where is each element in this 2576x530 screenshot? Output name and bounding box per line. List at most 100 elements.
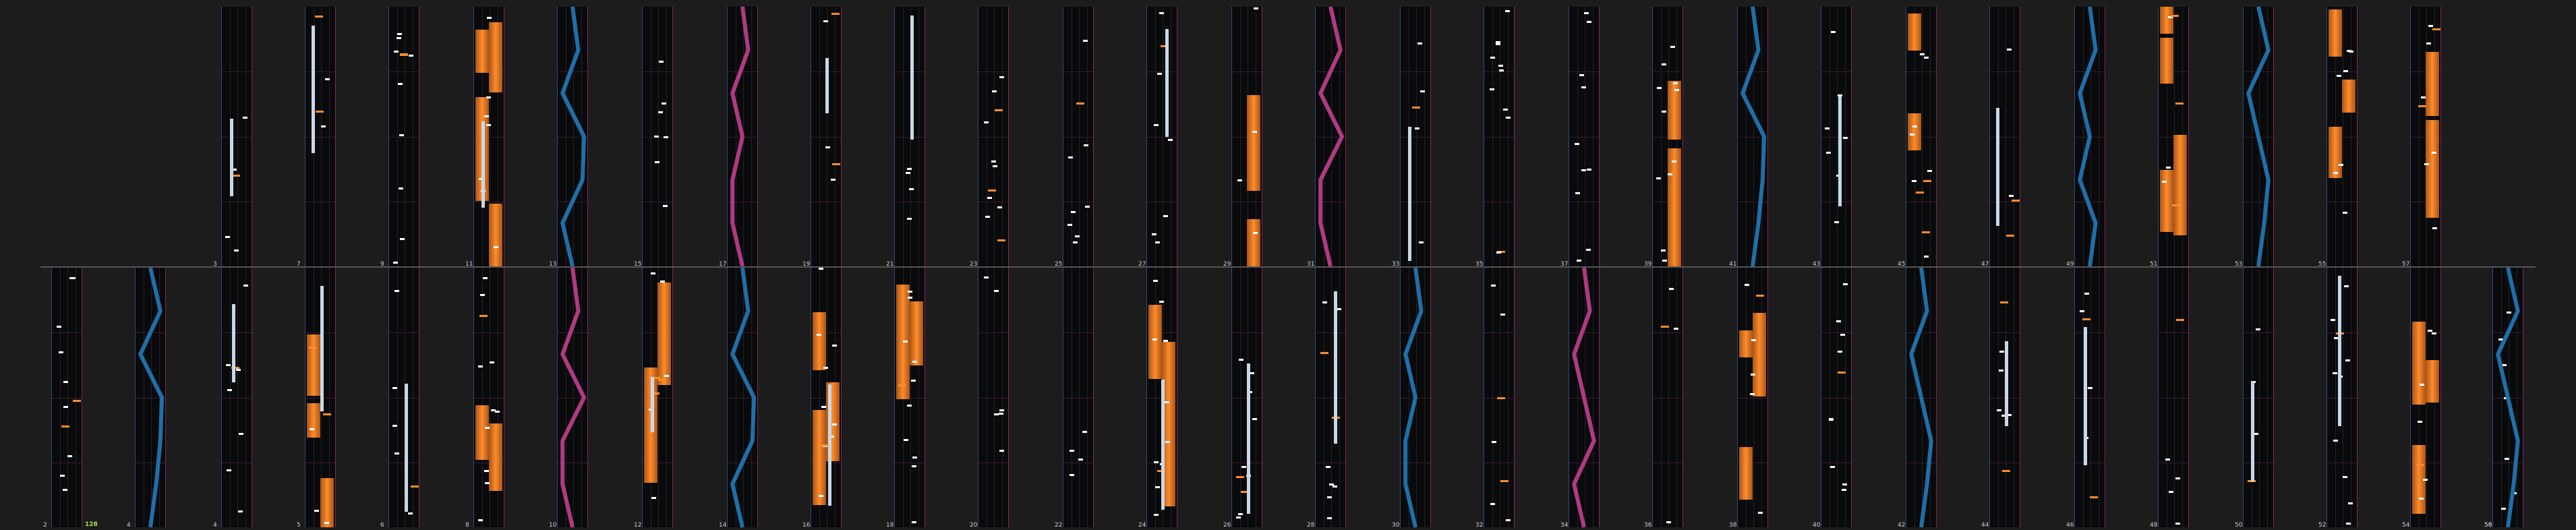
lane-column <box>894 7 925 266</box>
accent-tap-note <box>2082 318 2090 320</box>
tap-note <box>999 413 1003 415</box>
accent-tap-note <box>2418 105 2426 107</box>
measure-number: 24 <box>1138 522 1146 529</box>
measure-line <box>1401 136 1430 138</box>
tap-note <box>1745 284 1749 286</box>
tap-note <box>399 134 404 136</box>
long-note <box>230 119 233 196</box>
hold-note <box>910 301 923 365</box>
tap-note <box>479 178 484 180</box>
lane-column <box>727 268 758 527</box>
lane-column <box>1063 7 1094 266</box>
measure-line <box>978 136 1008 138</box>
long-note <box>1334 291 1337 444</box>
measure-number: 35 <box>1475 261 1484 268</box>
measure-number: 5 <box>297 522 301 529</box>
lane-column <box>388 268 419 527</box>
tap-note <box>2166 167 2171 169</box>
tap-note <box>1492 441 1496 443</box>
measure-line <box>558 397 587 399</box>
long-note <box>651 377 654 432</box>
tap-note <box>1237 179 1242 181</box>
tap-note <box>1498 65 1503 67</box>
tap-note <box>321 125 326 127</box>
long-note <box>828 384 831 506</box>
lane-column <box>1569 268 1600 527</box>
tap-note <box>478 519 483 521</box>
tap-note <box>1842 489 1846 491</box>
hold-note <box>2426 360 2439 403</box>
tap-note <box>1159 12 1164 14</box>
lane-column <box>811 7 842 266</box>
measure-number: 16 <box>802 522 811 529</box>
measure-line <box>1738 136 1767 138</box>
tap-note <box>397 37 401 39</box>
tap-note <box>1073 241 1078 243</box>
accent-tap-note <box>1236 476 1244 478</box>
measure-number: 20 <box>970 522 978 529</box>
measure-line <box>1147 332 1177 334</box>
tap-note <box>480 294 485 296</box>
tap-note <box>2344 285 2349 287</box>
tap-note <box>1327 517 1332 519</box>
lane-column <box>2158 268 2189 527</box>
accent-tap-note <box>61 425 69 428</box>
long-note <box>2338 276 2341 426</box>
tap-note <box>664 136 668 138</box>
measure-line <box>895 397 925 399</box>
lane-column <box>2074 268 2105 527</box>
tap-note <box>478 365 483 367</box>
hold-note <box>2173 135 2187 235</box>
lane-column <box>1569 7 1600 266</box>
tap-note <box>226 364 231 366</box>
tap-note <box>1490 88 1494 90</box>
tap-note <box>394 452 399 454</box>
measure-line <box>2411 332 2440 334</box>
tap-note <box>2331 319 2335 321</box>
tap-note <box>408 512 413 514</box>
accent-tap-note <box>1922 231 1930 233</box>
tap-note <box>651 497 656 499</box>
lane-column <box>978 7 1009 266</box>
tap-note <box>486 96 491 98</box>
tap-note <box>225 236 230 238</box>
accent-tap-note <box>323 413 331 415</box>
tap-note <box>314 510 319 512</box>
tap-note <box>1420 90 1425 92</box>
tap-note <box>664 375 669 377</box>
hold-note <box>1247 95 1260 191</box>
lane-column <box>1906 268 1937 527</box>
tap-note <box>912 465 916 467</box>
tap-note <box>1840 334 1845 336</box>
tap-note <box>227 469 231 471</box>
tap-note <box>823 20 828 22</box>
tap-note <box>485 427 490 429</box>
measure-number: 31 <box>1307 261 1315 268</box>
tap-note <box>2423 479 2428 481</box>
accent-tap-note <box>479 315 488 317</box>
measure-number: 10 <box>549 522 557 529</box>
long-note <box>1161 380 1165 510</box>
tap-note <box>663 205 668 207</box>
tap-note <box>2504 397 2509 399</box>
tap-note <box>2432 227 2437 229</box>
accent-tap-note <box>1241 491 1249 493</box>
tap-note <box>999 450 1004 452</box>
measure-line <box>2075 332 2105 334</box>
accent-tap-note <box>820 444 828 446</box>
tap-note <box>2428 25 2433 27</box>
hold-note <box>475 30 489 73</box>
measure-line <box>558 136 587 138</box>
tap-note <box>984 276 989 278</box>
long-note <box>405 384 408 512</box>
long-note <box>1996 108 1999 226</box>
lane-column <box>1652 268 1683 527</box>
measure-number: 25 <box>1055 261 1063 268</box>
measure-line <box>558 332 587 334</box>
tap-note <box>2432 332 2436 334</box>
tap-note <box>71 277 76 279</box>
tap-note <box>1154 124 1159 126</box>
lane-column <box>51 268 82 527</box>
tap-note <box>398 83 403 85</box>
tap-note <box>999 76 1004 78</box>
